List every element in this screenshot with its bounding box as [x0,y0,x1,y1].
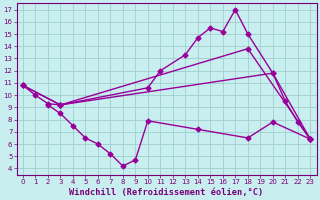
X-axis label: Windchill (Refroidissement éolien,°C): Windchill (Refroidissement éolien,°C) [69,188,264,197]
